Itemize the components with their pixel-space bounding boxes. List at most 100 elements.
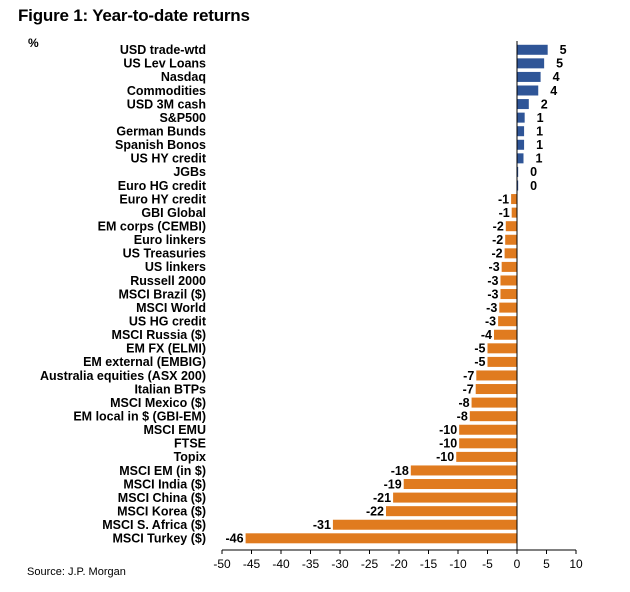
bar: [386, 506, 517, 517]
bar: [499, 302, 517, 313]
bar: [487, 343, 517, 354]
x-tick-label: -20: [390, 557, 408, 571]
category-label: JGBs: [173, 165, 206, 179]
category-label: Euro linkers: [134, 233, 206, 247]
bar: [498, 316, 517, 327]
data-label: -7: [463, 369, 474, 383]
data-label: 1: [537, 111, 544, 125]
bar: [476, 370, 517, 381]
category-label: Spanish Bonos: [115, 138, 206, 152]
data-label: -8: [458, 396, 469, 410]
data-label: -5: [474, 355, 485, 369]
data-label: -22: [366, 504, 384, 518]
category-label: S&P500: [159, 111, 206, 125]
category-label: Australia equities (ASX 200): [40, 369, 206, 383]
data-label: -10: [436, 450, 454, 464]
bar: [517, 112, 525, 123]
x-tick-label: -25: [361, 557, 379, 571]
category-label: MSCI Korea ($): [117, 504, 206, 518]
data-label: -2: [491, 247, 502, 261]
bar: [517, 139, 525, 150]
x-tick-label: -45: [243, 557, 261, 571]
data-label: -18: [391, 464, 409, 478]
category-label: GBI Global: [141, 206, 206, 220]
bar: [517, 153, 524, 164]
data-label: 4: [550, 84, 557, 98]
category-label: MSCI Turkey ($): [112, 532, 206, 546]
data-label: -10: [439, 437, 457, 451]
data-label: -1: [498, 192, 509, 206]
category-label: EM external (EMBIG): [83, 355, 206, 369]
category-label: MSCI S. Africa ($): [102, 518, 206, 532]
bar: [500, 275, 517, 286]
data-label: -2: [492, 233, 503, 247]
bar: [403, 479, 517, 490]
data-label: 0: [530, 165, 537, 179]
x-tick-label: -35: [302, 557, 320, 571]
bar: [245, 533, 517, 544]
unit-label: %: [28, 36, 39, 50]
category-label: MSCI India ($): [123, 477, 206, 491]
category-label: Russell 2000: [130, 274, 206, 288]
category-label: US linkers: [145, 260, 206, 274]
data-label: -10: [439, 423, 457, 437]
bar: [517, 71, 541, 82]
category-label: MSCI Brazil ($): [118, 287, 206, 301]
source-note: Source: J.P. Morgan: [27, 566, 126, 578]
bar: [459, 438, 517, 449]
bar: [517, 85, 539, 96]
category-label: Euro HG credit: [118, 179, 207, 193]
category-label: EM FX (ELMI): [126, 342, 206, 356]
data-label: -3: [487, 274, 498, 288]
x-tick-label: -40: [272, 557, 290, 571]
bar: [517, 126, 525, 137]
x-tick-label: 0: [514, 557, 521, 571]
x-tick-label: -50: [213, 557, 231, 571]
category-label: MSCI Mexico ($): [110, 396, 206, 410]
data-label: 5: [560, 43, 567, 57]
category-label: MSCI Russia ($): [112, 328, 206, 342]
x-tick-label: 5: [543, 557, 550, 571]
category-label: USD 3M cash: [127, 97, 206, 111]
data-label: 2: [541, 97, 548, 111]
bar: [505, 221, 517, 232]
data-label: -21: [373, 491, 391, 505]
bar: [505, 234, 517, 245]
bar: [511, 207, 517, 218]
data-label: 4: [553, 70, 560, 84]
category-label: Nasdaq: [161, 70, 206, 84]
category-label: MSCI China ($): [118, 491, 206, 505]
data-label: 1: [536, 125, 543, 139]
bar: [501, 261, 517, 272]
data-label: -8: [457, 409, 468, 423]
bar: [410, 465, 517, 476]
bar: [517, 58, 545, 69]
data-label: -1: [499, 206, 510, 220]
bar: [517, 99, 529, 110]
bar: [471, 397, 517, 408]
category-label: MSCI World: [136, 301, 206, 315]
category-label: German Bunds: [116, 125, 206, 139]
bar: [487, 356, 517, 367]
data-label: -3: [489, 260, 500, 274]
x-tick-label: -15: [420, 557, 438, 571]
bar: [517, 44, 548, 55]
data-label: -19: [384, 477, 402, 491]
data-label: 5: [556, 57, 563, 71]
bar: [504, 248, 517, 259]
data-label: -5: [474, 342, 485, 356]
category-label: EM local in $ (GBI-EM): [73, 409, 206, 423]
bar: [475, 384, 517, 395]
data-label: -3: [486, 301, 497, 315]
bar: [393, 492, 517, 503]
data-label: -46: [226, 532, 244, 546]
category-label: FTSE: [174, 437, 206, 451]
data-label: 0: [530, 179, 537, 193]
category-label: Italian BTPs: [134, 382, 206, 396]
category-label: USD trade-wtd: [120, 43, 206, 57]
bar: [511, 194, 517, 205]
data-label: -31: [313, 518, 331, 532]
bar: [500, 289, 517, 300]
x-tick-label: -30: [331, 557, 349, 571]
